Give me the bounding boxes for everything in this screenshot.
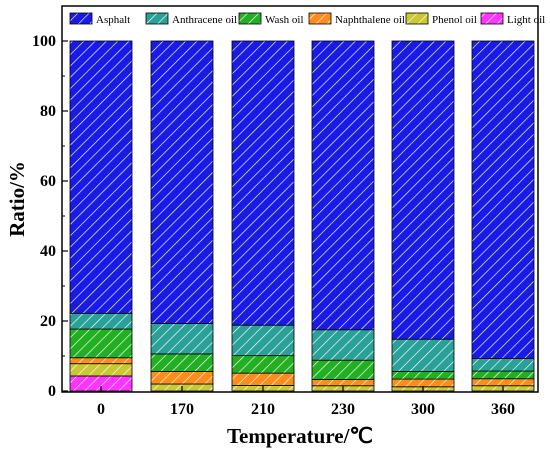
bar-wash-oil-210 xyxy=(231,355,295,374)
x-tick-label-170: 170 xyxy=(170,401,194,418)
bar-phenol-oil-0 xyxy=(69,363,133,377)
bar-naphthalene-oil-300 xyxy=(391,378,455,388)
y-tick-label-100: 100 xyxy=(32,33,56,50)
plot-frame xyxy=(61,5,539,393)
x-tick-label-300: 300 xyxy=(411,401,435,418)
bar-naphthalene-oil-170 xyxy=(150,370,214,385)
bar-anthracene-oil-300 xyxy=(391,338,455,372)
legend-swatch-light-oil xyxy=(480,12,504,25)
legend-swatch-phenol-oil xyxy=(405,12,429,25)
x-tick-label-230: 230 xyxy=(331,401,355,418)
legend-label-phenol-oil: Phenol oil xyxy=(432,14,477,26)
y-tick-label-40: 40 xyxy=(40,243,56,260)
bar-wash-oil-0 xyxy=(69,328,133,359)
bar-anthracene-oil-170 xyxy=(150,323,214,355)
bar-wash-oil-170 xyxy=(150,353,214,372)
bar-naphthalene-oil-230 xyxy=(311,379,375,387)
x-axis-title: Temperature/℃ xyxy=(227,424,373,448)
legend-label-wash-oil: Wash oil xyxy=(265,14,304,26)
bar-naphthalene-oil-360 xyxy=(471,378,535,387)
y-tick-label-20: 20 xyxy=(40,313,56,330)
bar-wash-oil-360 xyxy=(471,370,535,380)
bar-anthracene-oil-210 xyxy=(231,324,295,357)
bar-wash-oil-230 xyxy=(311,359,375,380)
y-tick-label-0: 0 xyxy=(48,383,56,400)
x-tick-label-360: 360 xyxy=(491,401,515,418)
plot-area: 0 20 40 60 80 100 0 170 210 230 300 360 xyxy=(32,5,539,418)
legend-swatch-asphalt xyxy=(69,12,93,25)
bar-naphthalene-oil-0 xyxy=(69,357,133,365)
bar-anthracene-oil-360 xyxy=(471,358,535,372)
y-axis-title: Ratio/% xyxy=(5,161,29,237)
bars-group xyxy=(69,40,535,392)
bar-asphalt-0 xyxy=(69,40,133,314)
bar-asphalt-230 xyxy=(311,40,375,331)
bar-anthracene-oil-0 xyxy=(69,312,133,330)
y-axis: 0 20 40 60 80 100 xyxy=(32,33,68,400)
x-tick-label-210: 210 xyxy=(251,401,275,418)
x-axis: 0 170 210 230 300 360 xyxy=(97,386,515,418)
legend-swatch-anthracene-oil xyxy=(145,12,169,25)
bar-wash-oil-300 xyxy=(391,370,455,380)
bar-asphalt-170 xyxy=(150,40,214,324)
legend-label-asphalt: Asphalt xyxy=(96,14,130,26)
legend-label-anthracene-oil: Anthracene oil xyxy=(172,14,237,26)
legend-label-naphthalene-oil: Naphthalene oil xyxy=(335,14,405,26)
x-tick-label-0: 0 xyxy=(97,401,105,418)
legend-swatch-wash-oil xyxy=(238,12,262,25)
bar-asphalt-210 xyxy=(231,40,295,326)
legend-swatch-naphthalene-oil xyxy=(308,12,332,25)
y-tick-label-60: 60 xyxy=(40,173,56,190)
bar-naphthalene-oil-210 xyxy=(231,372,295,386)
bar-anthracene-oil-230 xyxy=(311,329,375,361)
y-tick-label-80: 80 xyxy=(40,103,56,120)
legend-label-light-oil: Light oil xyxy=(507,14,545,26)
legend: Asphalt Anthracene oil Wash oil Naphthalene… xyxy=(69,12,545,26)
bar-asphalt-360 xyxy=(471,40,535,359)
bar-asphalt-300 xyxy=(391,40,455,340)
